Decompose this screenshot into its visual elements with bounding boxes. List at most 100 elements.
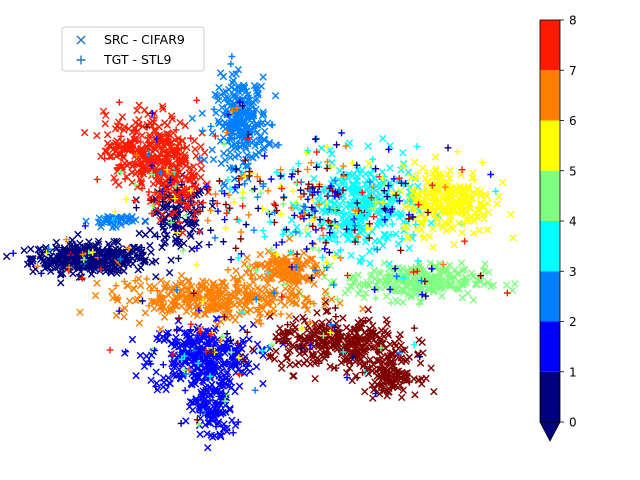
data-point [327,295,336,303]
data-point [379,379,387,387]
data-point [358,254,366,262]
data-point [190,218,198,227]
data-point [447,280,455,289]
data-point [131,277,139,285]
data-point [419,212,427,220]
data-point [454,148,461,156]
data-point [145,302,153,310]
data-point [175,365,183,374]
data-point [201,351,209,359]
data-point [359,369,366,376]
data-point [221,190,228,197]
data-point [121,277,128,285]
data-point [234,140,242,147]
data-point [294,333,301,341]
data-point [323,258,330,266]
data-point [79,251,86,258]
data-point [323,165,331,172]
data-point [492,187,500,195]
data-point [132,371,140,380]
data-point [27,254,35,263]
data-point [332,313,340,321]
data-point [259,227,267,234]
data-point [298,324,306,332]
data-point [271,91,280,100]
data-point [457,259,466,267]
data-point [361,209,368,217]
data-point [154,131,162,139]
data-point [170,363,178,371]
data-point [289,372,297,380]
data-point [185,366,193,374]
data-point [427,364,435,372]
data-point [102,111,110,120]
data-point [438,275,446,283]
data-point [216,119,224,127]
colorbar: 0 1 2 3 4 5 6 7 8 [539,14,577,442]
data-point [292,228,300,236]
data-point [185,402,194,411]
data-point [167,112,176,120]
data-point [458,266,467,274]
data-point [198,109,206,118]
data-point [248,128,256,136]
data-point [154,192,163,201]
data-point [296,213,304,221]
data-point [388,378,395,386]
data-point [355,280,364,288]
data-point [418,283,426,291]
data-point [206,372,214,380]
data-point [192,199,200,207]
data-point [453,184,461,192]
colorbar-segment [540,271,560,322]
data-point [383,320,391,328]
data-point [87,270,96,278]
data-point [304,147,312,154]
data-point [293,250,301,258]
data-point [138,184,146,192]
data-point [234,151,243,159]
data-point [460,275,468,283]
data-point [280,281,288,288]
data-point [157,299,164,307]
data-point [435,197,444,205]
data-point [315,192,324,200]
legend-box [61,26,205,72]
data-point [287,290,295,298]
data-point [404,203,411,211]
data-point [331,304,339,312]
data-point [134,266,142,274]
data-point [224,266,232,274]
data-point [420,188,428,195]
data-point [365,234,373,242]
data-point [145,150,153,158]
data-point [235,217,243,225]
data-point [172,126,180,134]
data-point [333,238,341,246]
data-point [121,175,129,183]
data-point [226,185,234,193]
data-point [416,359,425,367]
data-point [349,353,357,361]
data-point [147,287,155,294]
data-point [113,164,121,172]
data-point [411,391,419,399]
data-point [503,289,511,297]
data-point [278,238,286,246]
colorbar-tick-label: 3 [569,265,577,279]
data-point [152,257,160,265]
data-point [157,136,164,144]
data-point [324,307,332,315]
data-point [145,357,153,365]
data-point [83,242,91,251]
data-point [346,326,354,335]
data-point [310,350,317,358]
data-point [183,212,190,220]
data-point [229,76,238,85]
data-point [347,200,355,208]
data-point [67,253,75,261]
data-point [128,335,137,344]
data-point [209,155,218,164]
data-point [393,272,401,280]
data-point [252,267,260,274]
